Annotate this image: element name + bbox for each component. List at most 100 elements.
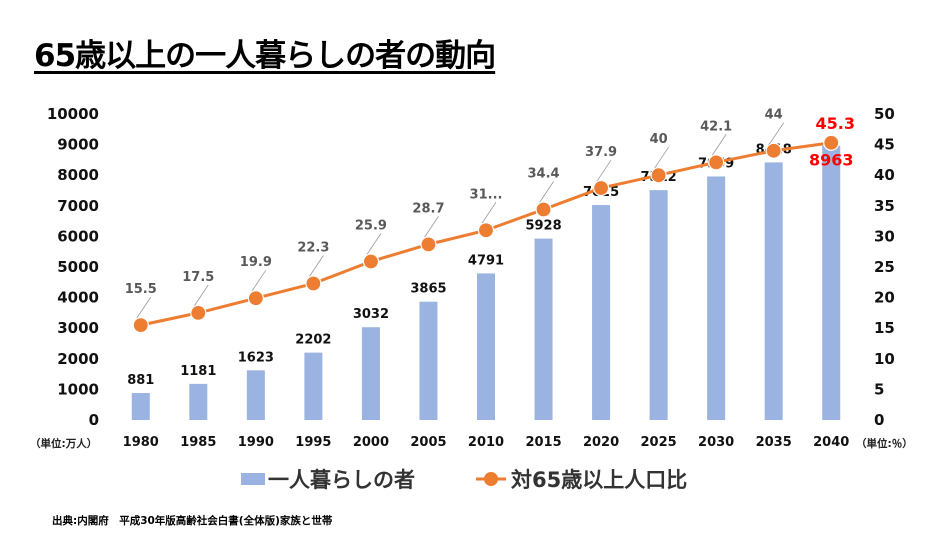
leader-line [654, 146, 669, 169]
x-axis: 1980 1985 1990 1995 2000 2005 2010 2015 2020 2025… [123, 435, 850, 450]
line-marker [708, 154, 725, 171]
x-tick-label: 2015 [525, 435, 561, 450]
y-right-tick-label: 5 [874, 380, 884, 398]
x-tick-label: 2000 [353, 435, 389, 450]
y-left-tick-label: 9000 [57, 136, 99, 154]
y-right-tick-label: 25 [874, 258, 895, 276]
line-value-label: 19.9 [240, 255, 272, 270]
y-left-tick-label: 6000 [57, 227, 99, 245]
line-marker [362, 253, 380, 270]
x-tick-label: 2010 [468, 435, 504, 450]
line-marker [132, 317, 149, 334]
line-value-label: 37.9 [585, 145, 617, 160]
line-marker [765, 142, 782, 159]
x-tick-label: 1990 [238, 435, 274, 450]
bar [534, 238, 553, 420]
bar-value-label: 3032 [353, 307, 389, 322]
bar [419, 301, 438, 420]
legend-line-label: 対65歳以上人口比 [511, 468, 687, 492]
y-left-tick-label: 10000 [47, 105, 99, 123]
bar [477, 273, 495, 420]
line-marker [650, 167, 667, 184]
line-value-label: 22.3 [297, 241, 329, 256]
line-labels: 15.5 17.5 19.9 22.3 25.9 28.7 31... 34.4 37.9 40 4… [125, 108, 855, 297]
x-tick-label: 2030 [698, 435, 734, 450]
line-value-label: 28.7 [412, 201, 444, 216]
y-right-tick-label: 50 [874, 105, 895, 123]
y-left-tick-label: 2000 [57, 350, 99, 368]
page-title: 65歳以上の一人暮らしの者の動向 [34, 38, 496, 74]
legend: 一人暮らしの者 対65歳以上人口比 [241, 468, 687, 492]
y-axis-right: 0 5 10 15 20 25 30 35 40 45 50 [874, 105, 895, 429]
source-note: 出典:内閣府 平成30年版高齢社会白書(全体版)家族と世帯 [52, 515, 333, 527]
y-right-tick-label: 30 [874, 227, 895, 245]
y-right-tick-label: 15 [874, 319, 895, 337]
line-marker [305, 275, 322, 292]
leader-line [424, 216, 439, 238]
y-right-tick-label: 35 [874, 197, 895, 215]
leader-line [769, 122, 785, 144]
line-value-label: 31... [470, 187, 503, 202]
y-right-tick-label: 40 [874, 166, 895, 184]
line-marker [190, 304, 207, 321]
bar [764, 162, 783, 421]
bar [246, 370, 265, 420]
line-value-label: 45.3 [815, 114, 854, 133]
y-axis-left-unit: （単位:万人） [30, 437, 97, 450]
leader-line [193, 284, 209, 307]
y-right-tick-label: 20 [874, 289, 895, 307]
leader-line [481, 202, 497, 224]
legend-line-marker [484, 472, 498, 486]
legend-bar-label: 一人暮らしの者 [268, 468, 415, 492]
line-marker [247, 290, 264, 307]
bar [189, 383, 208, 420]
y-left-tick-label: 0 [89, 411, 99, 429]
bar [131, 393, 150, 420]
x-tick-label: 2040 [813, 435, 849, 450]
bar-value-label: 8963 [809, 151, 854, 170]
bar [707, 176, 726, 420]
bar [649, 190, 668, 420]
line-marker [823, 134, 840, 151]
label-leader-lines [136, 122, 785, 319]
line-marker [420, 236, 437, 253]
y-axis-left: 0 1000 2000 3000 4000 5000 6000 7000 8000 9000 100… [47, 105, 99, 429]
x-tick-label: 1980 [123, 435, 159, 450]
x-tick-label: 2035 [756, 435, 792, 450]
y-right-tick-label: 10 [874, 350, 895, 368]
x-tick-label: 1995 [295, 435, 331, 450]
line-marker [477, 222, 495, 239]
x-tick-label: 2020 [583, 435, 619, 450]
leader-line [309, 255, 324, 277]
bar-value-label: 5928 [525, 219, 561, 234]
line-marker [535, 201, 552, 218]
bar [592, 205, 611, 420]
bar-value-label: 3865 [410, 282, 446, 297]
leader-line [711, 134, 727, 156]
legend-bar-swatch [241, 473, 265, 485]
bar-value-label: 2202 [295, 333, 331, 348]
bar-value-label: 1623 [238, 350, 274, 365]
line-value-label: 34.4 [527, 166, 559, 181]
bar-labels: 8811181162322023032386547915928702575127… [127, 142, 853, 388]
y-left-tick-label: 1000 [57, 380, 99, 398]
bar [304, 352, 323, 420]
line-value-label: 44 [765, 108, 783, 123]
x-tick-label: 2025 [641, 435, 677, 450]
y-left-tick-label: 4000 [57, 289, 99, 307]
y-right-tick-label: 0 [874, 411, 884, 429]
y-left-tick-label: 3000 [57, 319, 99, 337]
line-value-label: 25.9 [355, 218, 387, 233]
x-tick-label: 1985 [180, 435, 216, 450]
bar-value-label: 881 [127, 373, 154, 388]
bar-value-label: 4791 [468, 253, 504, 268]
y-left-tick-label: 5000 [57, 258, 99, 276]
y-left-tick-label: 8000 [57, 166, 99, 184]
bar [822, 145, 841, 421]
line-value-label: 15.5 [125, 282, 157, 297]
y-left-tick-label: 7000 [57, 197, 99, 215]
leader-line [539, 181, 554, 203]
x-tick-label: 2005 [410, 435, 446, 450]
line-markers [132, 134, 840, 334]
